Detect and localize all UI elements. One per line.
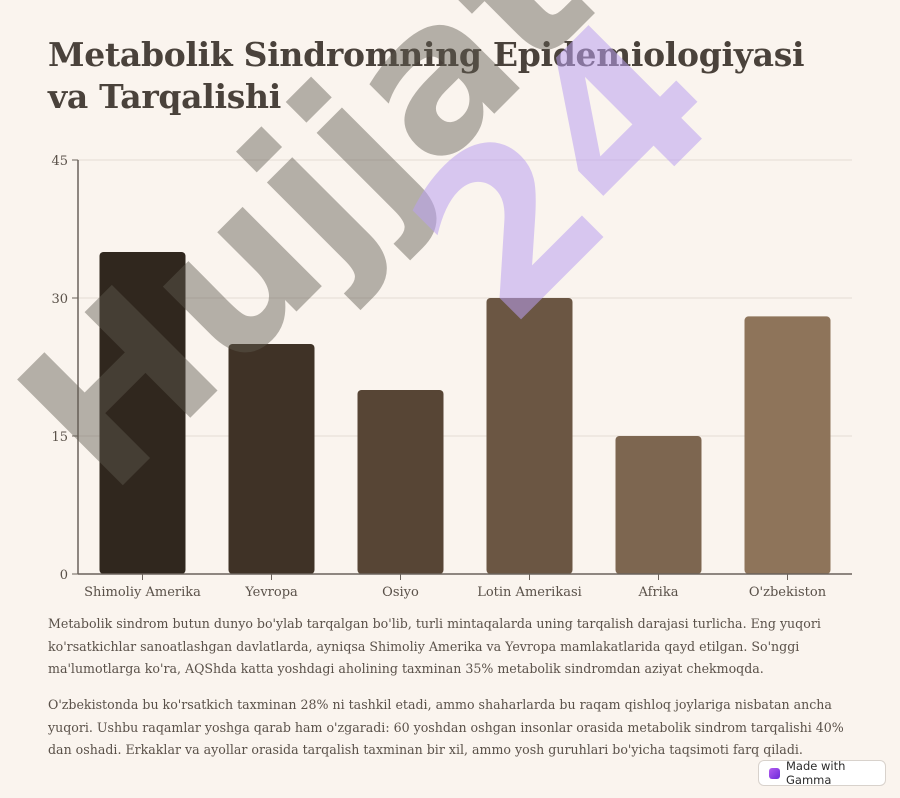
- x-tick-label: O'zbekiston: [749, 585, 827, 600]
- paragraph-1: Metabolik sindrom butun dunyo bo'ylab ta…: [48, 616, 821, 676]
- bar: [744, 316, 831, 574]
- bar: [615, 436, 702, 574]
- x-tick-label: Yevropa: [244, 585, 298, 600]
- gamma-logo-icon: [769, 767, 780, 779]
- y-tick-label: 0: [60, 568, 68, 583]
- page-title: Metabolik Sindromning Epidemiologiyasi v…: [48, 35, 805, 116]
- bar: [486, 298, 573, 574]
- x-tick-label: Lotin Amerikasi: [477, 585, 582, 600]
- bar: [357, 390, 444, 574]
- x-tick-label: Osiyo: [382, 585, 419, 600]
- y-tick-label: 45: [51, 154, 68, 169]
- y-tick-label: 30: [51, 292, 68, 307]
- bar: [99, 252, 186, 574]
- badge-label: Made with Gamma: [786, 759, 846, 787]
- paragraph-2: O'zbekistonda bu ko'rsatkich taxminan 28…: [48, 697, 844, 757]
- x-tick-label: Shimoliy Amerika: [84, 585, 201, 600]
- made-with-gamma-badge[interactable]: Made with Gamma: [758, 759, 886, 787]
- x-tick-label: Afrika: [638, 585, 679, 600]
- bar-chart: 0 15 30 45 Shimoliy Amerika Yevropa Osiyo Lotin…: [51, 154, 852, 600]
- y-tick-label: 15: [51, 430, 68, 445]
- bar: [228, 344, 315, 574]
